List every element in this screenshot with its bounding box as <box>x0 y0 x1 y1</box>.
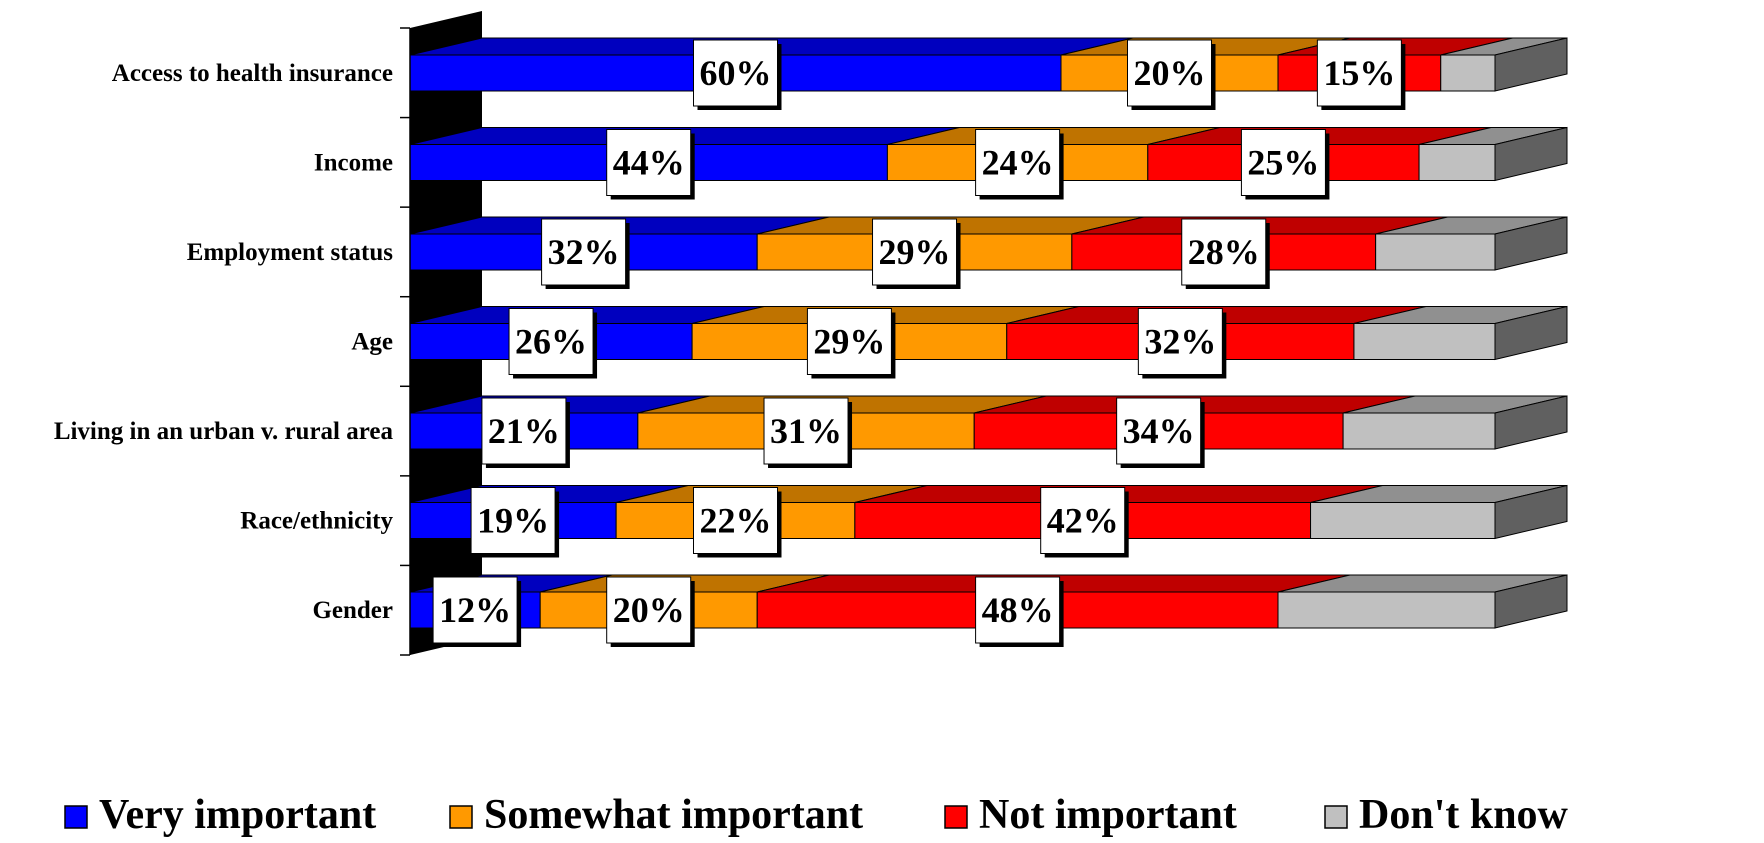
legend-item-don-t-know: Don't know <box>1324 792 1569 838</box>
legend-label: Don't know <box>1359 792 1569 838</box>
data-label: 32% <box>1137 308 1227 379</box>
legend-label: Somewhat important <box>484 792 863 838</box>
data-label: 31% <box>763 397 853 468</box>
data-label-box <box>763 397 849 465</box>
y-axis <box>400 27 411 656</box>
data-label: 20% <box>1127 39 1216 110</box>
data-label: 44% <box>606 129 695 200</box>
data-label: 21% <box>481 397 570 468</box>
data-label-box <box>1040 487 1126 554</box>
category-label: Age <box>351 329 393 356</box>
data-label-box <box>975 576 1061 644</box>
data-label-text: 26% <box>515 322 587 362</box>
bar-don-t-know <box>1353 323 1496 360</box>
data-label-text: 29% <box>813 322 885 362</box>
data-label: 29% <box>872 218 961 289</box>
data-label-text: 22% <box>700 501 772 541</box>
data-label-box <box>1240 129 1326 196</box>
category-label: Race/ethnicity <box>240 508 393 535</box>
data-label-text: 34% <box>1123 411 1195 451</box>
data-label-box <box>693 487 778 554</box>
data-label-box <box>481 397 567 465</box>
data-label-box <box>872 218 958 286</box>
legend-swatch <box>944 805 968 829</box>
category-label: Income <box>314 150 393 177</box>
bar-don-t-know <box>1418 144 1496 181</box>
data-label-text: 28% <box>1188 232 1260 272</box>
data-label-text: 21% <box>488 411 560 451</box>
data-label-box <box>606 576 692 644</box>
legend-item-very-important: Very important <box>64 792 376 838</box>
data-label: 29% <box>806 308 896 379</box>
data-label-box <box>806 308 892 375</box>
data-label-text: 25% <box>1247 143 1319 183</box>
data-label: 20% <box>606 576 695 647</box>
data-label-box <box>606 129 692 196</box>
data-label-text: 42% <box>1047 501 1119 541</box>
legend-swatch <box>449 805 473 829</box>
data-label-text: 19% <box>477 501 549 541</box>
data-label-text: 31% <box>770 411 842 451</box>
data-label: 25% <box>1240 129 1330 200</box>
data-label: 19% <box>470 487 560 558</box>
category-label: Access to health insurance <box>112 60 393 87</box>
category-label: Gender <box>312 597 393 624</box>
bar-don-t-know <box>1342 412 1496 450</box>
data-labels: 60% 20% 15% 44% 24% 25% 32% 29% 28% 26% 29% 32% 21% 3… <box>432 39 1406 647</box>
data-label-box <box>470 487 556 554</box>
data-label-box <box>541 218 627 286</box>
legend-label: Not important <box>979 792 1237 838</box>
bar-don-t-know <box>1375 233 1496 271</box>
category-label: Living in an urban v. rural area <box>54 418 394 445</box>
data-label-box <box>432 576 518 644</box>
bar-don-t-know <box>1277 591 1496 629</box>
category-label: Employment status <box>187 239 394 266</box>
data-label-text: 15% <box>1323 53 1395 93</box>
data-label-box <box>1181 218 1267 286</box>
legend-item-somewhat-important: Somewhat important <box>449 792 863 838</box>
data-label-box <box>975 129 1061 196</box>
data-label-text: 32% <box>1144 322 1216 362</box>
data-label-text: 20% <box>613 590 685 630</box>
legend-swatch <box>1324 805 1348 829</box>
data-label-text: 12% <box>439 590 511 630</box>
data-label: 22% <box>693 487 782 558</box>
data-label: 24% <box>975 129 1064 200</box>
data-label-text: 48% <box>982 590 1054 630</box>
data-label-box <box>1127 39 1212 107</box>
data-label: 34% <box>1116 397 1205 468</box>
bar-don-t-know <box>1310 502 1496 539</box>
data-label-box <box>693 39 778 107</box>
data-label: 28% <box>1181 218 1270 289</box>
category-labels: Access to health insurance Income Employme… <box>54 60 394 624</box>
data-label-box <box>1316 39 1402 107</box>
data-label: 48% <box>975 576 1064 647</box>
bar-don-t-know <box>1440 54 1496 92</box>
data-label-text: 44% <box>613 143 685 183</box>
data-label: 60% <box>693 39 782 110</box>
data-label: 32% <box>541 218 630 289</box>
legend: Very important Somewhat important Not impo… <box>64 792 1569 838</box>
data-label-text: 24% <box>982 143 1054 183</box>
data-label: 15% <box>1316 39 1406 110</box>
legend-label: Very important <box>99 792 376 838</box>
legend-item-not-important: Not important <box>944 792 1237 838</box>
legend-swatch <box>64 805 88 829</box>
data-label-text: 29% <box>879 232 951 272</box>
data-label-text: 32% <box>548 232 620 272</box>
data-label-text: 60% <box>700 53 772 93</box>
data-label-text: 20% <box>1134 53 1206 93</box>
data-label: 12% <box>432 576 522 647</box>
data-label-box <box>1116 397 1202 465</box>
data-label: 26% <box>508 308 598 379</box>
data-label-box <box>508 308 594 375</box>
data-label-box <box>1137 308 1223 375</box>
data-label: 42% <box>1040 487 1129 558</box>
